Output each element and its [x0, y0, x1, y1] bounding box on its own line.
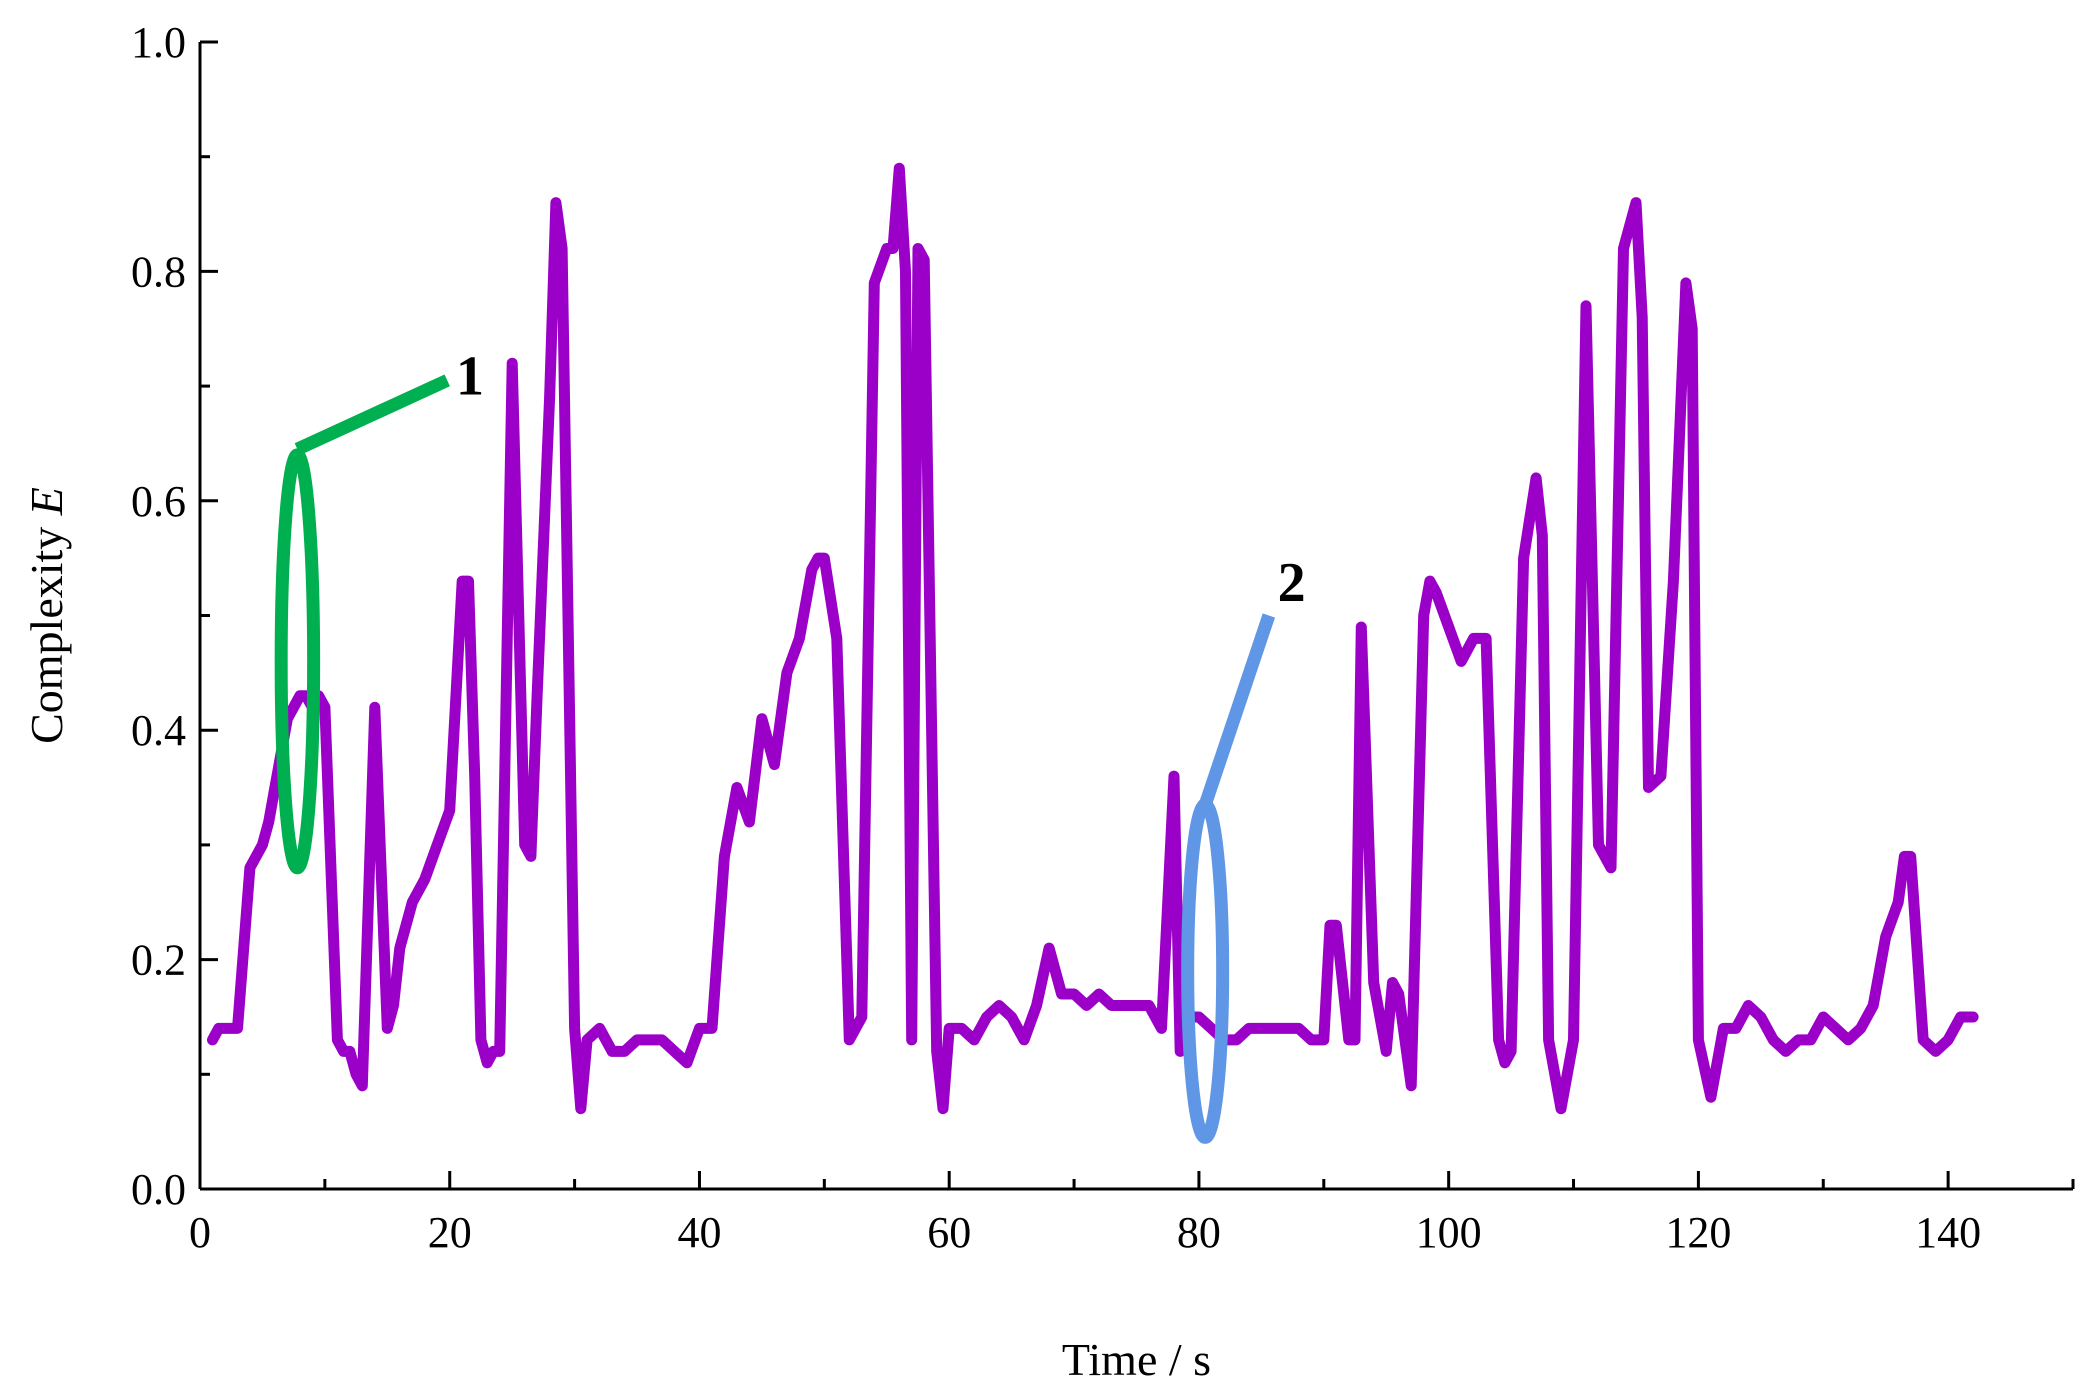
- y-axis-title-text: Complexity: [21, 515, 72, 744]
- x-tick-label: 140: [1915, 1208, 1981, 1257]
- annotation-ellipse: [274, 448, 321, 875]
- x-tick-label: 60: [927, 1208, 971, 1257]
- annotation-label: 1: [456, 346, 484, 408]
- y-tick-label: 1.0: [131, 18, 186, 67]
- x-tick-label: 20: [428, 1208, 472, 1257]
- series-line: [207, 162, 1979, 1115]
- y-tick-label: 0.2: [131, 936, 186, 985]
- y-tick-label: 0.6: [131, 477, 186, 526]
- series-group: [207, 162, 1979, 1115]
- annotation-label: 2: [1278, 552, 1306, 614]
- y-tick-label: 0.0: [131, 1165, 186, 1214]
- x-tick-label: 120: [1665, 1208, 1731, 1257]
- annotation-leader: [294, 374, 450, 456]
- ticks: [198, 40, 2075, 1191]
- tick-labels: 0 20 40 60 80 100 120 140 0.0 0.2 0.4 0.6 0.8 1.0: [131, 18, 1981, 1257]
- y-tick-label: 0.8: [131, 247, 186, 296]
- annotation-ellipse: [1181, 798, 1230, 1144]
- x-tick-label: 0: [189, 1208, 211, 1257]
- x-tick-label: 100: [1416, 1208, 1482, 1257]
- x-tick-label: 40: [677, 1208, 721, 1257]
- y-axis-title: Complexity E: [21, 487, 72, 744]
- y-axis-title-variable: E: [21, 487, 72, 516]
- y-tick-label: 0.4: [131, 706, 186, 755]
- annotation-group: 12: [274, 346, 1306, 1144]
- x-tick-label: 80: [1177, 1208, 1221, 1257]
- annotation-leader: [1199, 613, 1276, 807]
- x-axis-title: Time / s: [1062, 1334, 1211, 1385]
